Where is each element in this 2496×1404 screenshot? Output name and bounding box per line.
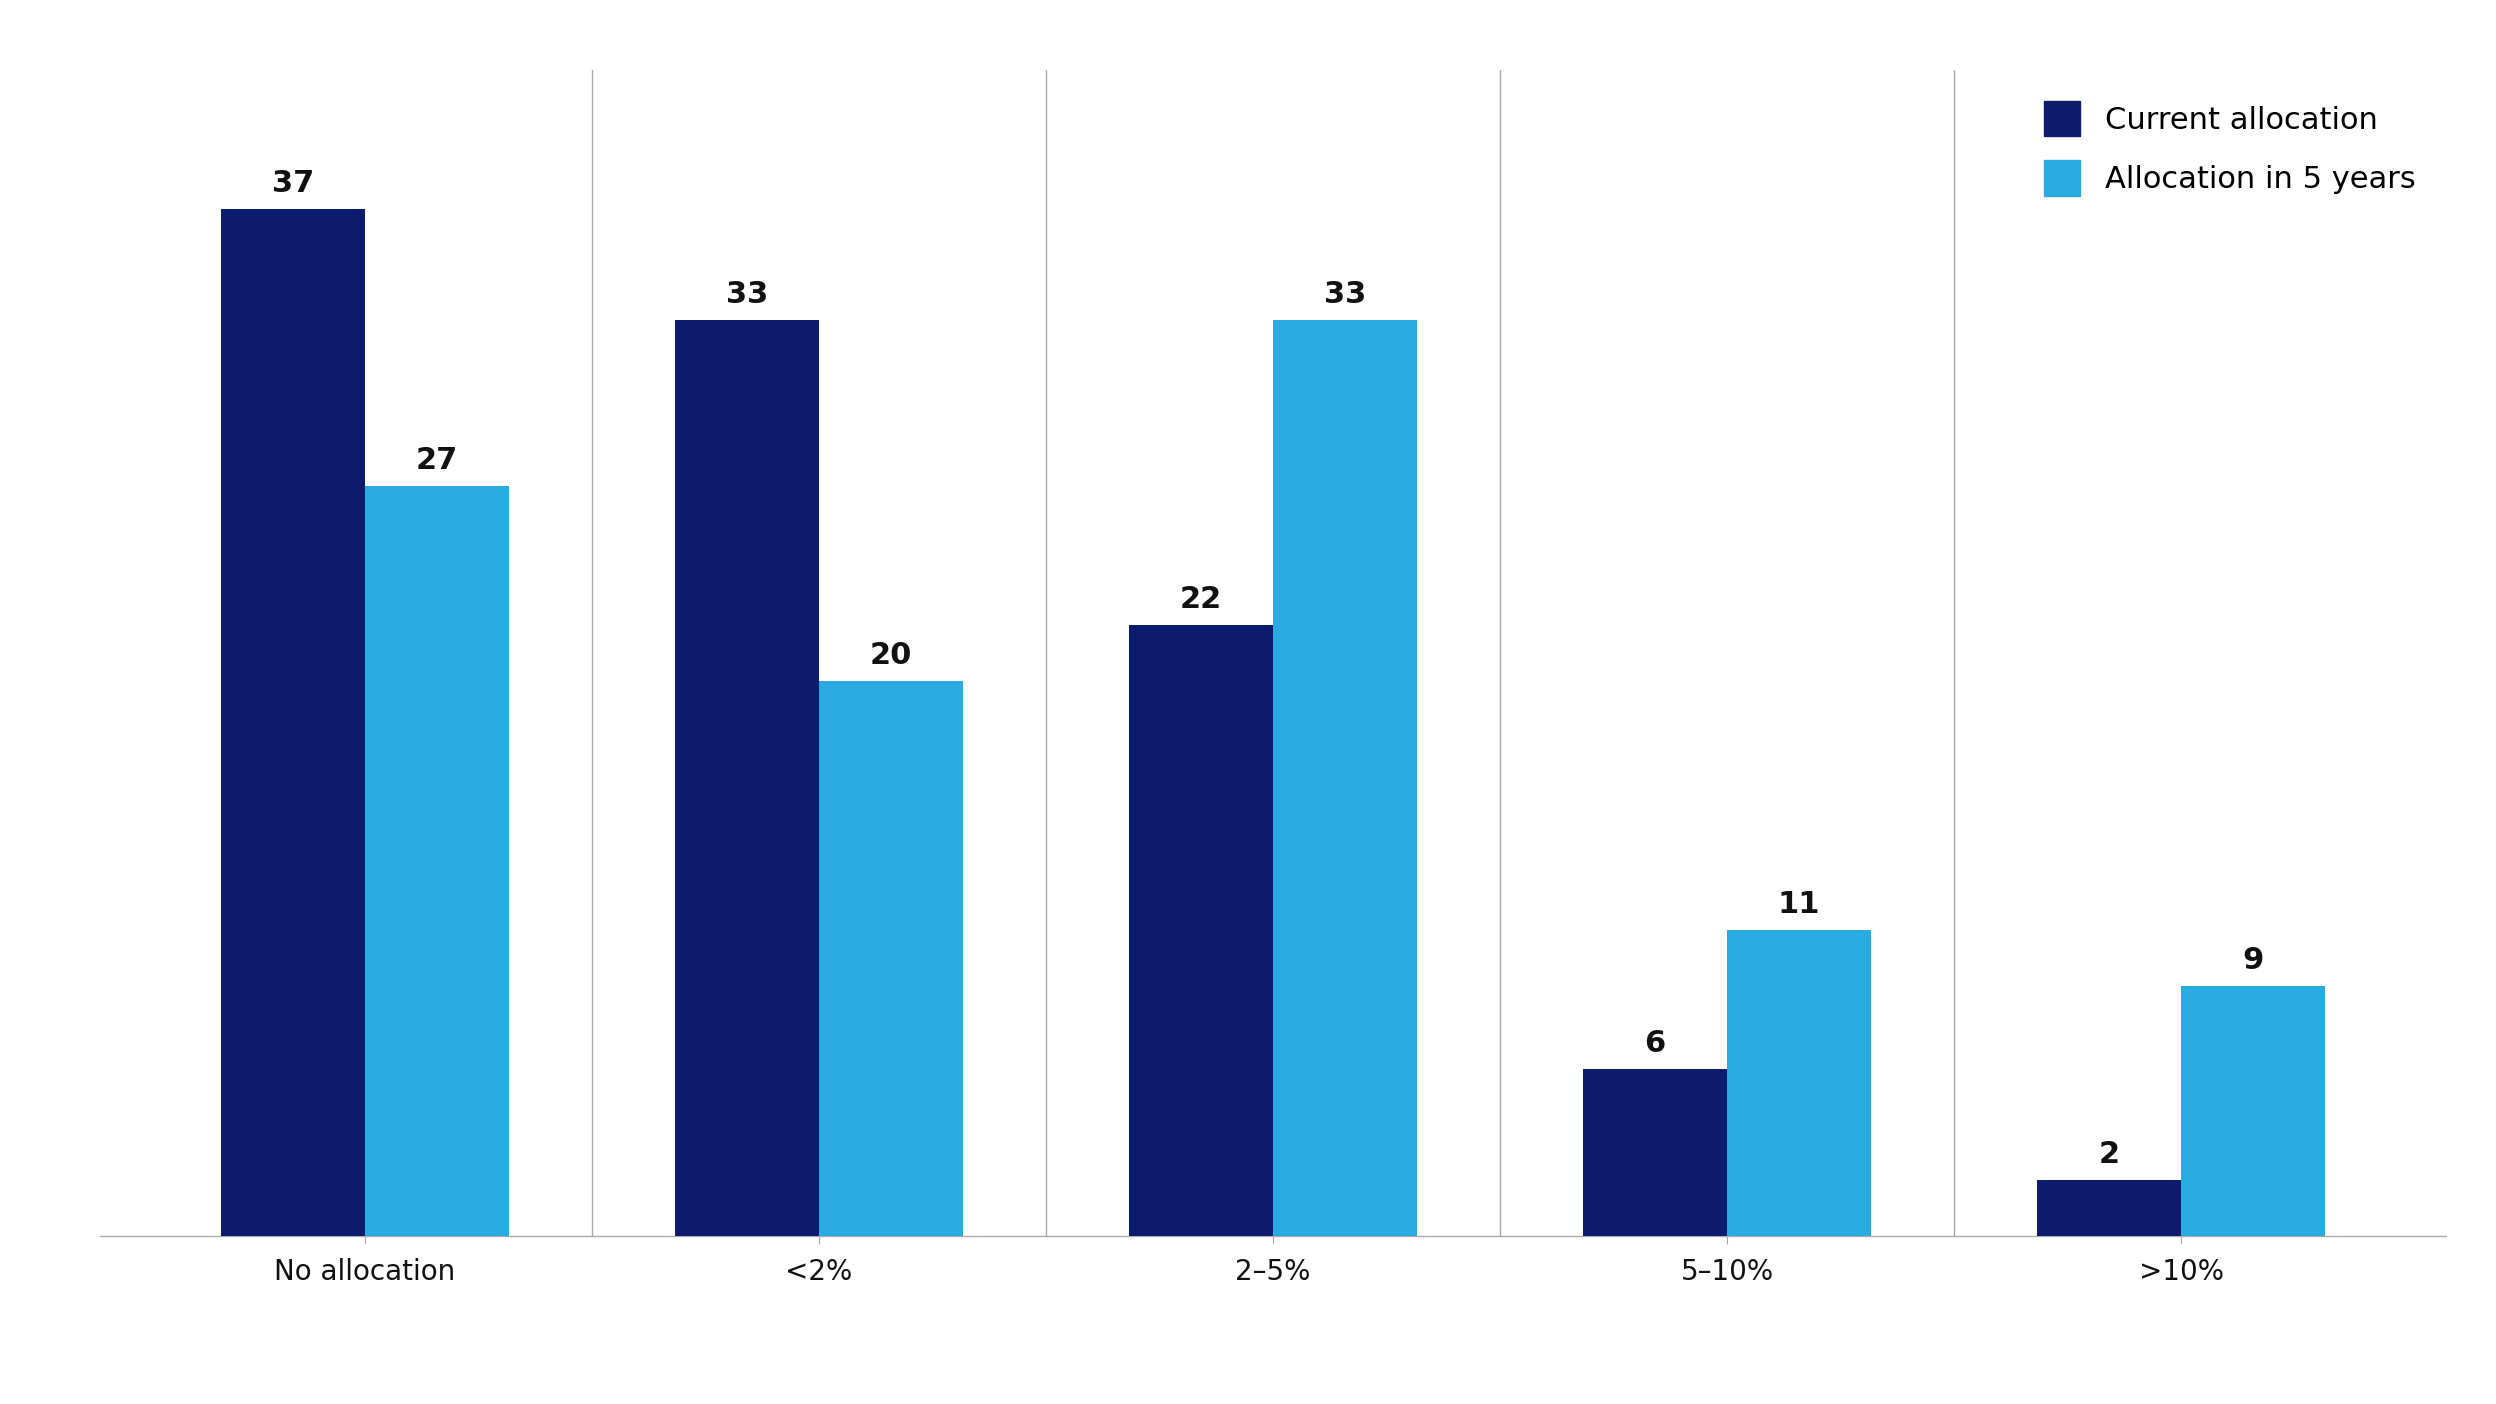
Text: 9: 9: [2241, 946, 2264, 974]
Text: 11: 11: [1777, 890, 1820, 920]
Bar: [2182, 986, 2324, 1236]
Bar: [674, 320, 819, 1236]
Bar: [1273, 320, 1418, 1236]
Bar: [2037, 1179, 2182, 1236]
Bar: [364, 486, 509, 1236]
Text: 37: 37: [272, 168, 314, 198]
Bar: [222, 209, 364, 1236]
Legend: Current allocation, Allocation in 5 years: Current allocation, Allocation in 5 year…: [2029, 86, 2431, 211]
Text: 27: 27: [414, 446, 457, 476]
Text: 20: 20: [869, 640, 911, 670]
Bar: [1582, 1068, 1727, 1236]
Bar: [819, 681, 963, 1236]
Text: 2: 2: [2099, 1140, 2119, 1170]
Text: 6: 6: [1645, 1029, 1665, 1059]
Text: 33: 33: [726, 279, 769, 309]
Text: 33: 33: [1323, 279, 1365, 309]
Text: 22: 22: [1181, 585, 1223, 614]
Bar: [1727, 931, 1872, 1236]
Bar: [1128, 625, 1273, 1236]
